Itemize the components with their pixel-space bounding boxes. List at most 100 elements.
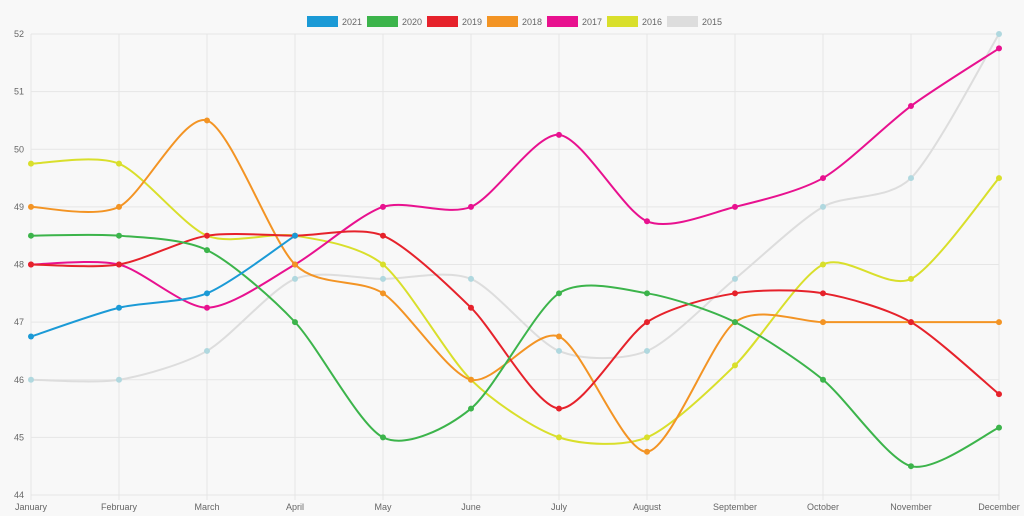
legend-item-2017[interactable]: 2017 [547,16,602,27]
data-point-2015[interactable] [732,275,738,282]
data-point-2016[interactable] [996,175,1002,182]
legend-item-2021[interactable]: 2021 [307,16,362,27]
x-tick-label: January [15,502,48,512]
x-tick-label: August [633,502,662,512]
data-point-2017[interactable] [644,218,650,225]
data-point-2016[interactable] [644,434,650,441]
data-point-2015[interactable] [116,376,122,383]
data-point-2021[interactable] [28,333,34,340]
x-tick-label: March [194,502,219,512]
y-tick-label: 47 [14,317,24,327]
data-point-2019[interactable] [468,304,474,311]
legend-item-2018[interactable]: 2018 [487,16,542,27]
data-point-2021[interactable] [204,290,210,297]
data-point-2021[interactable] [292,232,298,239]
data-point-2021[interactable] [116,304,122,311]
data-point-2017[interactable] [908,103,914,110]
data-point-2019[interactable] [116,261,122,268]
data-point-2015[interactable] [644,347,650,354]
data-point-2015[interactable] [380,275,386,282]
data-point-2020[interactable] [380,434,386,441]
data-point-2018[interactable] [28,203,34,210]
y-tick-label: 44 [14,490,24,500]
data-point-2017[interactable] [468,203,474,210]
data-point-2016[interactable] [380,261,386,268]
data-point-2019[interactable] [732,290,738,297]
data-point-2018[interactable] [292,261,298,268]
x-tick-label: October [807,502,839,512]
data-point-2019[interactable] [996,391,1002,398]
y-tick-label: 50 [14,144,24,154]
legend-item-2019[interactable]: 2019 [427,16,482,27]
data-point-2016[interactable] [556,434,562,441]
data-point-2018[interactable] [204,117,210,124]
data-point-2016[interactable] [820,261,826,268]
data-point-2017[interactable] [820,175,826,182]
data-point-2016[interactable] [28,160,34,167]
y-tick-label: 45 [14,432,24,442]
data-point-2015[interactable] [292,275,298,282]
series-line-2021 [30,234,296,338]
legend-swatch [667,16,698,27]
data-point-2020[interactable] [116,232,122,239]
data-point-2020[interactable] [732,319,738,326]
data-point-2015[interactable] [556,347,562,354]
data-point-2016[interactable] [908,275,914,282]
data-point-2018[interactable] [116,203,122,210]
data-point-2020[interactable] [292,319,298,326]
legend-item-2020[interactable]: 2020 [367,16,422,27]
legend-swatch [427,16,458,27]
legend-item-2016[interactable]: 2016 [607,16,662,27]
data-point-2016[interactable] [116,160,122,167]
data-point-2019[interactable] [820,290,826,297]
legend-label: 2016 [642,17,662,27]
data-point-2019[interactable] [204,232,210,239]
data-point-2020[interactable] [820,376,826,383]
data-point-2019[interactable] [380,232,386,239]
legend-swatch [367,16,398,27]
data-point-2015[interactable] [996,31,1002,37]
data-point-2020[interactable] [996,424,1002,431]
data-point-2019[interactable] [28,261,34,268]
legend-label: 2020 [402,17,422,27]
data-point-2020[interactable] [644,290,650,297]
data-point-2019[interactable] [908,319,914,326]
data-point-2017[interactable] [204,304,210,311]
x-tick-label: September [713,502,757,512]
series-line-2019 [30,230,1000,410]
data-point-2015[interactable] [820,203,826,210]
legend-swatch [487,16,518,27]
data-point-2015[interactable] [28,376,34,383]
data-point-2019[interactable] [644,319,650,326]
data-point-2020[interactable] [204,247,210,254]
data-point-2016[interactable] [732,362,738,369]
data-point-2020[interactable] [908,463,914,470]
data-point-2017[interactable] [556,131,562,138]
legend-label: 2018 [522,17,542,27]
data-point-2015[interactable] [204,347,210,354]
data-point-2018[interactable] [644,448,650,455]
y-tick-label: 46 [14,375,24,385]
data-point-2015[interactable] [908,175,914,182]
data-point-2020[interactable] [28,232,34,239]
data-point-2020[interactable] [556,290,562,297]
data-point-2015[interactable] [468,275,474,282]
series-line-2016 [30,158,1000,445]
series-lines [30,33,1000,468]
data-point-2018[interactable] [820,319,826,326]
legend-item-2015[interactable]: 2015 [667,16,722,27]
data-point-2018[interactable] [468,376,474,383]
data-point-2018[interactable] [556,333,562,340]
x-tick-label: November [890,502,932,512]
data-point-2020[interactable] [468,405,474,412]
data-point-2019[interactable] [556,405,562,412]
data-point-2017[interactable] [996,45,1002,52]
y-tick-label: 52 [14,29,24,39]
x-tick-label: May [374,502,392,512]
data-point-2018[interactable] [996,319,1002,326]
data-point-2018[interactable] [380,290,386,297]
legend-label: 2015 [702,17,722,27]
data-point-2017[interactable] [732,203,738,210]
data-point-2017[interactable] [380,203,386,210]
